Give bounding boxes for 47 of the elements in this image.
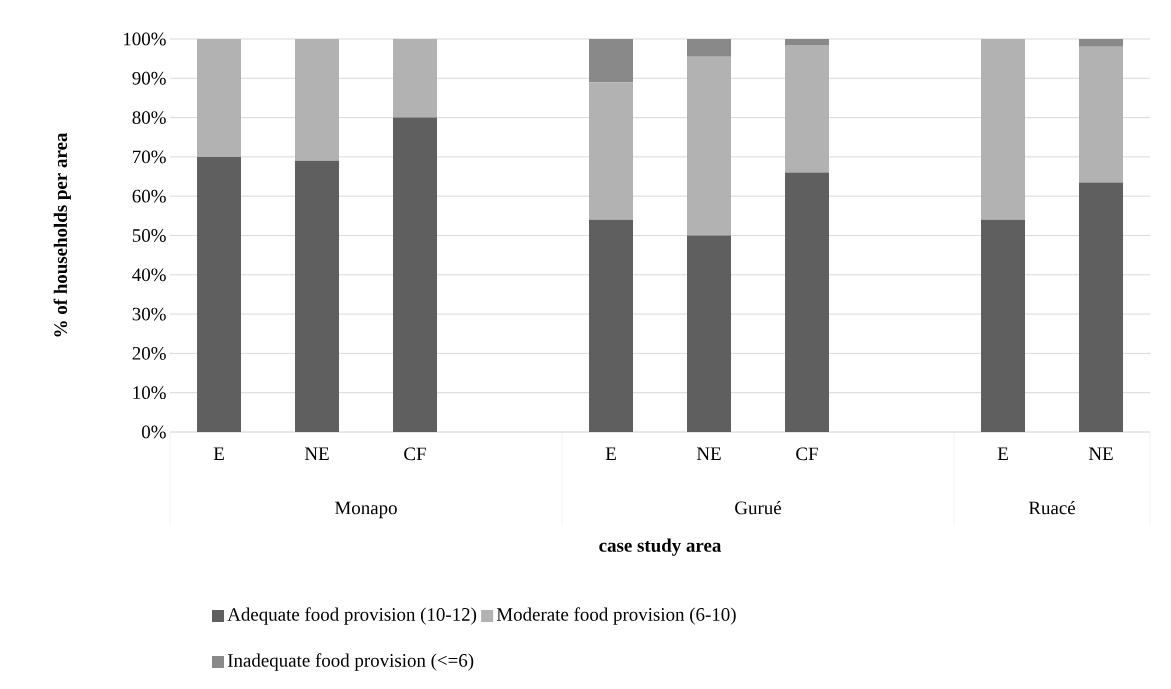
y-tick-label: 70%: [133, 150, 166, 164]
text: Monapo: [335, 501, 397, 519]
x-tick-label: E: [605, 447, 616, 460]
y-tick-label: 0%: [141, 425, 166, 439]
x-tick-label: CF: [404, 447, 426, 461]
x-tick-label: NE: [1088, 447, 1113, 460]
bar: [785, 172, 830, 432]
bar: [197, 38, 242, 157]
bar: [295, 160, 340, 432]
x-tick-label: NE: [304, 447, 329, 460]
x-tick-label: E: [213, 447, 224, 460]
y-tick-label: 30%: [132, 307, 166, 321]
y-tick-label: 90%: [132, 71, 166, 85]
bar: [1079, 46, 1124, 183]
legend-label: Adequate food provision (10-12): [227, 607, 477, 625]
bar: [1079, 182, 1124, 432]
bar: [1079, 38, 1124, 47]
y-tick-label: 100%: [123, 32, 166, 46]
y-axis-title: % of households per area: [53, 132, 71, 337]
y-tick-label: 60%: [132, 189, 166, 203]
x-tick-label: E: [997, 447, 1008, 460]
bar: [589, 219, 634, 432]
text: Ruacé: [1028, 500, 1076, 515]
bar: [687, 56, 732, 236]
y-tick-label: 40%: [132, 268, 166, 282]
text: Gurué: [735, 500, 782, 515]
bar: [197, 156, 242, 432]
x-axis-title: case study area: [599, 538, 722, 556]
bar: [295, 38, 340, 161]
bar: [981, 219, 1026, 432]
bar: [687, 38, 732, 57]
bar: [393, 38, 438, 118]
bar: [589, 82, 634, 220]
bar: [687, 235, 732, 432]
legend-label: Inadequate food provision (<=6): [227, 653, 474, 671]
bar: [589, 38, 634, 83]
y-tick-label: 50%: [132, 229, 166, 242]
legend-label: Moderate food provision (6-10): [496, 607, 736, 625]
y-tick-label: 20%: [132, 346, 166, 360]
x-tick-label: CF: [796, 447, 818, 461]
bar: [393, 117, 438, 432]
bar: [785, 44, 830, 173]
x-tick-label: NE: [696, 447, 721, 460]
y-tick-label: 80%: [132, 111, 166, 124]
bar: [981, 38, 1026, 220]
bar: [785, 38, 830, 45]
y-tick-label: 10%: [133, 386, 166, 400]
